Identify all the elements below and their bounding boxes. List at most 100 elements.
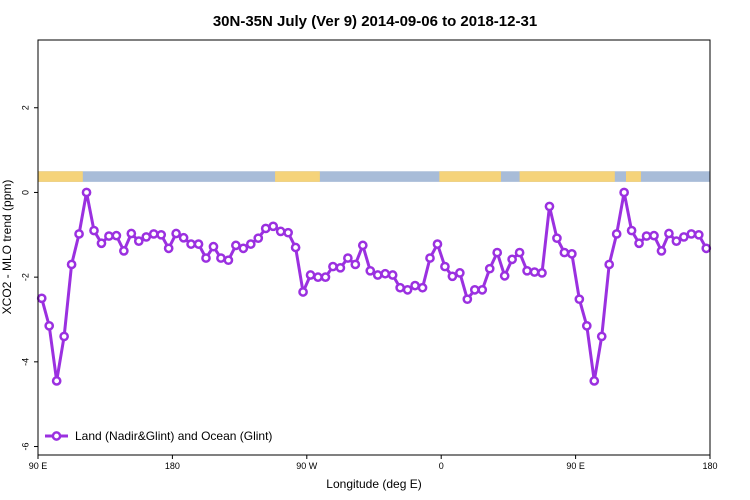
data-point	[156, 229, 167, 240]
data-point	[701, 243, 712, 254]
data-point	[492, 247, 503, 258]
data-point	[671, 236, 682, 246]
data-point	[104, 231, 114, 241]
data-point	[208, 241, 219, 252]
data-point	[357, 240, 368, 251]
data-point	[649, 230, 659, 241]
data-point	[410, 280, 420, 291]
land-ocean-band	[38, 171, 710, 182]
data-point	[163, 243, 174, 254]
data-point	[96, 238, 107, 249]
data-point	[432, 239, 443, 249]
data-point	[440, 261, 450, 272]
data-point	[193, 239, 204, 249]
data-point	[343, 253, 353, 263]
land-band	[439, 171, 501, 182]
data-point	[417, 282, 428, 293]
data-point	[51, 376, 62, 386]
data-point	[216, 253, 226, 263]
series-line	[40, 190, 708, 383]
data-point	[641, 231, 652, 241]
data-point	[186, 239, 196, 249]
data-point	[484, 263, 495, 274]
data-point	[679, 232, 689, 242]
data-point	[126, 228, 137, 239]
data-point	[514, 247, 525, 258]
data-point	[275, 226, 286, 237]
data-point	[290, 242, 301, 253]
data-point	[477, 284, 488, 295]
land-band	[38, 171, 83, 182]
data-point	[529, 267, 540, 277]
data-point	[223, 255, 234, 266]
data-point	[283, 227, 293, 238]
y-tick-label: -2	[20, 273, 30, 281]
y-tick-label: 0	[20, 190, 30, 195]
x-tick-label: 0	[439, 461, 444, 471]
data-point	[626, 225, 637, 236]
data-point	[469, 284, 480, 295]
x-axis-label: Longitude (deg E)	[326, 477, 421, 491]
data-point	[664, 228, 674, 239]
data-point	[365, 265, 376, 276]
y-axis-label: XCO2 - MLO trend (ppm)	[0, 180, 14, 315]
data-point	[44, 320, 55, 331]
data-point	[656, 246, 667, 256]
data-point	[522, 265, 532, 276]
x-tick-label: 180	[165, 461, 180, 471]
data-point	[634, 238, 644, 249]
data-point	[66, 259, 77, 270]
data-point	[178, 232, 189, 243]
data-point	[171, 228, 181, 239]
data-point	[335, 262, 346, 273]
data-point	[693, 229, 704, 240]
data-point	[148, 229, 159, 239]
x-tick-label: 90 W	[296, 461, 318, 471]
data-point	[74, 229, 84, 239]
data-point	[313, 272, 323, 282]
plot-frame	[37, 39, 711, 456]
data-point	[119, 246, 129, 256]
data-point	[372, 270, 383, 280]
data-point	[574, 294, 585, 305]
data-point	[111, 230, 122, 241]
data-point	[447, 271, 458, 282]
x-axis: 90 E 180 90 W 0 90 E 180	[29, 455, 718, 471]
data-point	[133, 236, 144, 246]
data-point	[499, 271, 510, 281]
data-point	[686, 229, 697, 239]
data-point	[328, 261, 338, 272]
data-point	[141, 232, 152, 242]
data-point	[462, 294, 473, 305]
data-point	[380, 268, 391, 279]
data-point	[36, 293, 47, 304]
data-point	[89, 225, 99, 236]
data-point	[552, 233, 562, 244]
land-band	[626, 171, 641, 182]
land-band	[275, 171, 320, 182]
data-point	[268, 221, 279, 232]
data-point	[320, 272, 331, 282]
land-band	[519, 171, 615, 182]
data-point	[604, 259, 615, 270]
data-point	[260, 223, 271, 234]
data-point	[559, 247, 570, 258]
data-point	[619, 187, 629, 198]
legend: Land (Nadir&Glint) and Ocean (Glint)	[45, 429, 272, 443]
data-point	[245, 239, 256, 249]
data-point	[59, 331, 69, 342]
data-point	[581, 320, 592, 331]
data-point	[350, 259, 361, 270]
data-point	[507, 254, 517, 265]
ocean-band	[38, 171, 710, 182]
legend-marker	[51, 431, 62, 441]
data-point	[253, 233, 264, 244]
data-point	[81, 187, 92, 198]
series-layer	[36, 187, 712, 386]
data-point	[596, 331, 607, 342]
data-point	[425, 253, 435, 263]
data-point	[305, 270, 316, 280]
y-axis: -6 -4 -2 0 2	[20, 105, 38, 451]
x-tick-label: 90 E	[566, 461, 585, 471]
